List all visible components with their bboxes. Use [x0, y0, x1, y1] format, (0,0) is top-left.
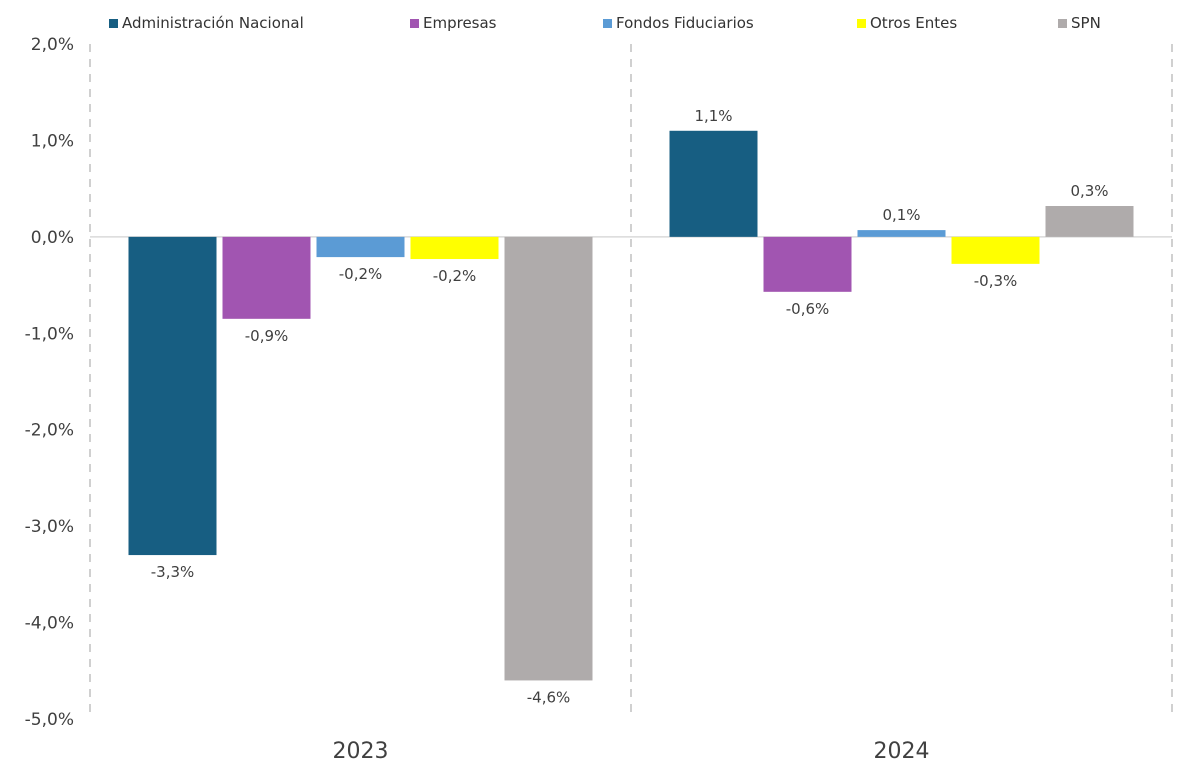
legend-item: Fondos Fiduciarios: [603, 14, 754, 32]
data-label: 0,1%: [882, 206, 920, 224]
bar: [316, 236, 405, 258]
bar: [763, 236, 852, 292]
data-label: 1,1%: [694, 107, 732, 125]
data-label: 0,3%: [1070, 182, 1108, 200]
bar: [222, 236, 311, 319]
y-tick-label: -3,0%: [25, 517, 74, 537]
data-label: -0,3%: [974, 272, 1018, 290]
y-tick-label: 0,0%: [31, 228, 74, 248]
legend-item: Administración Nacional: [109, 14, 304, 32]
bar: [504, 236, 593, 681]
legend-item: Empresas: [410, 14, 497, 32]
bar: [1045, 206, 1134, 237]
data-label: -3,3%: [151, 563, 195, 581]
legend-label: Empresas: [423, 14, 497, 32]
legend-swatch: [603, 18, 612, 28]
y-tick-label: 1,0%: [31, 131, 74, 151]
y-tick-label: -1,0%: [25, 324, 74, 344]
legend-swatch: [410, 18, 419, 28]
bar: [669, 130, 758, 237]
legend-swatch: [1058, 18, 1067, 28]
x-category-label: 2024: [874, 739, 930, 764]
legend-swatch: [857, 18, 866, 28]
data-label: -4,6%: [527, 688, 571, 706]
y-tick-label: -4,0%: [25, 614, 74, 634]
y-tick-label: -5,0%: [25, 710, 74, 730]
legend-label: Administración Nacional: [122, 14, 304, 32]
bar: [951, 236, 1040, 264]
bar: [857, 230, 946, 237]
legend-item: Otros Entes: [857, 14, 957, 32]
data-label: -0,9%: [245, 327, 289, 345]
bar: [128, 236, 217, 556]
legend-swatch: [109, 18, 118, 28]
legend-label: Otros Entes: [870, 14, 958, 32]
bar: [410, 236, 499, 260]
y-tick-label: -2,0%: [25, 421, 74, 441]
chart-legend: Administración Nacional Empresas Fondos Fi…: [0, 14, 1200, 34]
data-label: -0,6%: [786, 300, 830, 318]
x-category-label: 2023: [333, 739, 389, 764]
legend-label: Fondos Fiduciarios: [616, 14, 754, 32]
y-tick-label: 2,0%: [31, 35, 74, 55]
legend-item: SPN: [1058, 14, 1101, 32]
legend-label: SPN: [1071, 14, 1101, 32]
data-label: -0,2%: [433, 267, 477, 285]
data-label: -0,2%: [339, 265, 383, 283]
